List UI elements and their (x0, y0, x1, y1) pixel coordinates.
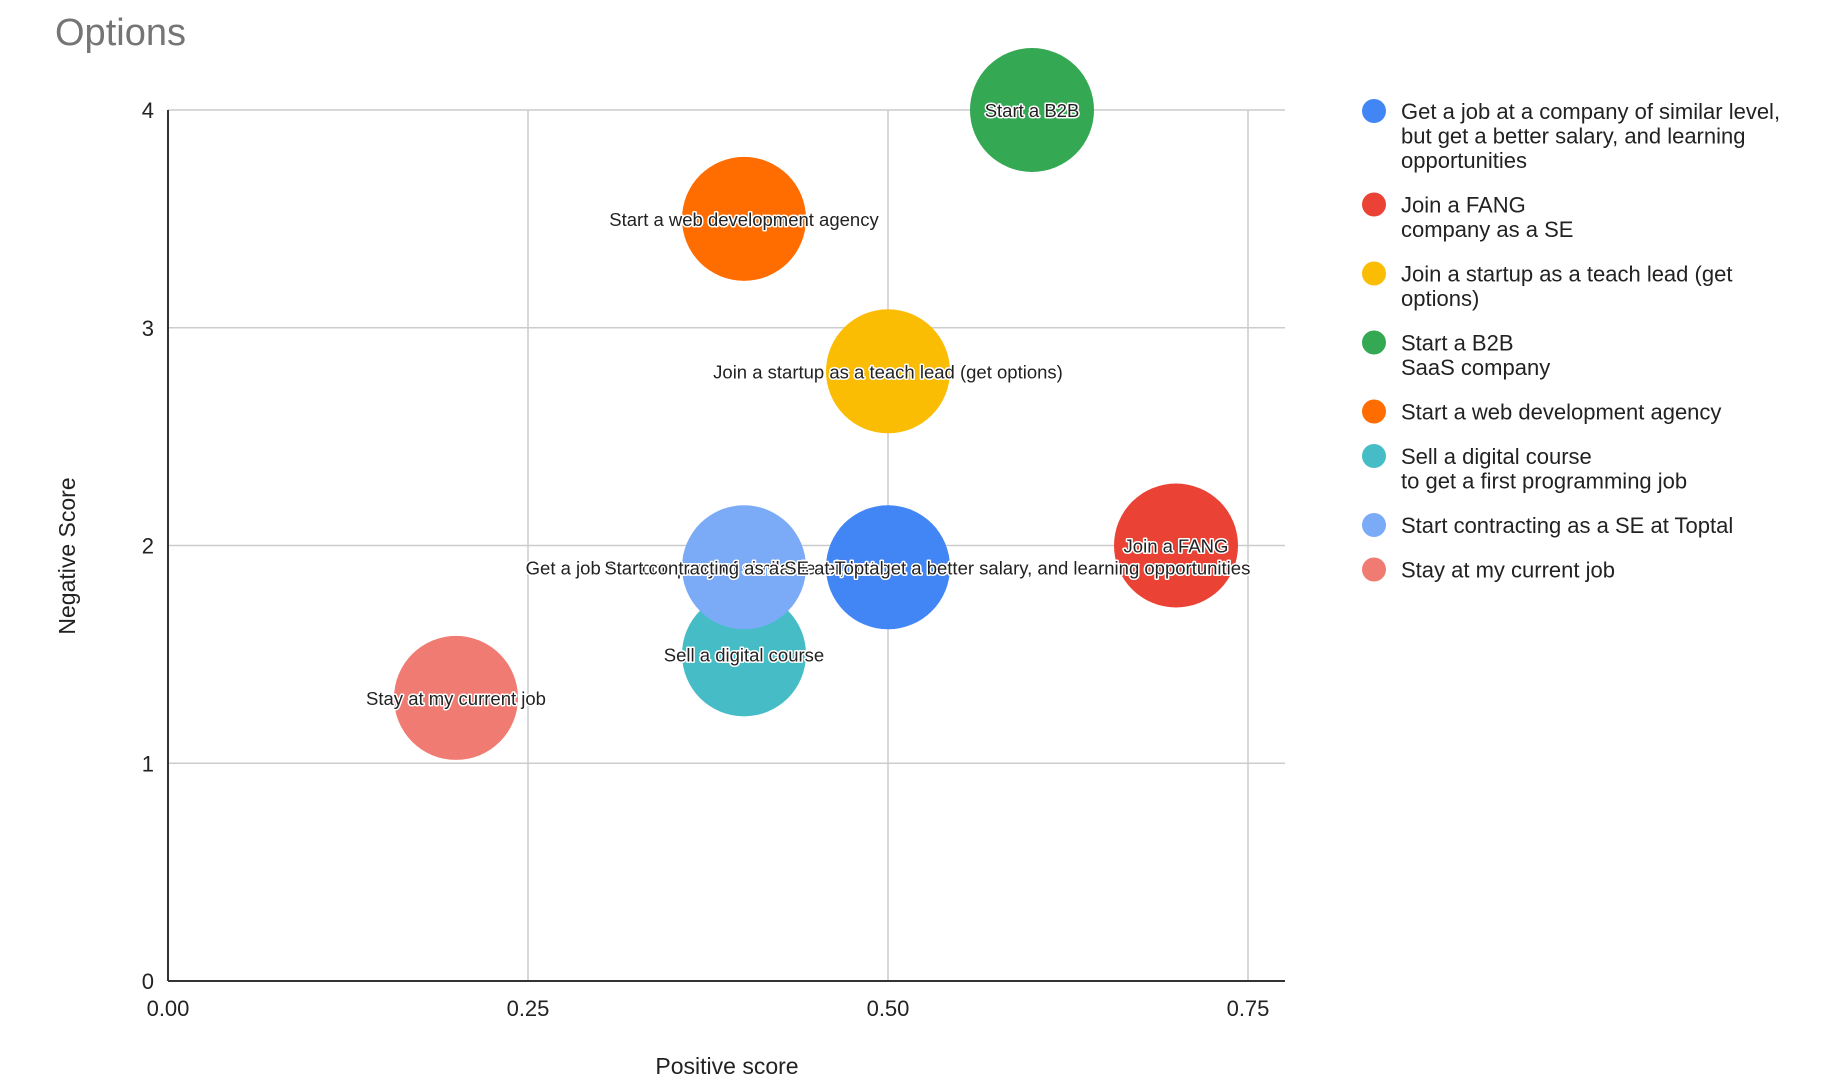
legend-entry-text: Start a B2B (1401, 331, 1514, 356)
legend-entry-text: but get a better salary, and learning (1401, 124, 1745, 149)
y-tick-label: 1 (142, 751, 154, 776)
x-tick-label: 0.75 (1227, 996, 1270, 1021)
legend-entry-text: SaaS company (1401, 355, 1550, 380)
legend-entry-text: options) (1401, 286, 1479, 311)
legend-swatch (1362, 192, 1386, 217)
legend-swatch (1362, 513, 1386, 537)
bubble-label: Stay at my current job (366, 688, 546, 709)
x-tick-label: 0.50 (867, 996, 910, 1021)
legend-swatch (1362, 261, 1386, 286)
bubble-label: Get a job at a company of similar level,… (526, 557, 1251, 578)
bubble[interactable] (826, 309, 950, 434)
bubble-label: Start contracting as a SE at Toptal (604, 557, 883, 578)
legend-entry-text: Get a job at a company of similar level, (1401, 99, 1780, 124)
legend-entry-text: to get a first programming job (1401, 469, 1687, 494)
bubble-label: Start a web development agency (609, 209, 879, 230)
y-tick-label: 2 (142, 534, 154, 559)
x-axis-title: Positive score (655, 1053, 798, 1079)
legend-entry-text: Start contracting as a SE at Toptal (1401, 513, 1733, 538)
legend-entry-text: company as a SE (1401, 217, 1573, 242)
y-tick-label: 0 (142, 969, 154, 994)
chart-title: Options (55, 12, 186, 54)
legend-entry-text: Sell a digital course (1401, 444, 1592, 469)
bubble-labels: Get a job at a company of similar level,… (365, 99, 1252, 711)
bubble-label: Sell a digital course (664, 644, 824, 665)
bubble[interactable] (826, 505, 950, 630)
bubble[interactable] (682, 505, 806, 630)
x-tick-label: 0.00 (147, 996, 190, 1021)
legend-swatch (1362, 330, 1386, 355)
y-tick-label: 4 (142, 98, 154, 123)
y-axis-title: Negative Score (54, 477, 80, 634)
legend-entry-text: Join a startup as a teach lead (get (1401, 262, 1732, 287)
bubble[interactable] (394, 635, 518, 760)
legend-swatch (1362, 99, 1386, 123)
bubble[interactable] (1114, 483, 1238, 608)
bubble[interactable] (682, 156, 806, 281)
axes: 0 1 2 3 4 0.00 0.25 0.50 0.75 (142, 98, 1285, 1021)
legend-entry-text: Join a FANG (1401, 193, 1526, 218)
bubble[interactable] (682, 592, 806, 717)
legend-swatch (1362, 557, 1386, 582)
legend: Get a job at a company of similar level,… (1362, 99, 1780, 583)
y-tick-label: 3 (142, 316, 154, 341)
legend-entry-text: opportunities (1401, 148, 1527, 173)
bubble-label: Start a B2B (985, 100, 1080, 121)
legend-swatch (1362, 444, 1386, 468)
bubble-label: Join a startup as a teach lead (get opti… (713, 361, 1063, 382)
bubbles (394, 48, 1238, 760)
legend-entry-text: Start a web development agency (1401, 400, 1721, 425)
legend-entry-text: Stay at my current job (1401, 558, 1615, 583)
legend-swatch (1362, 399, 1386, 424)
x-tick-label: 0.25 (507, 996, 550, 1021)
bubble[interactable] (970, 48, 1094, 172)
bubble-label: Join a FANG (1124, 536, 1229, 557)
